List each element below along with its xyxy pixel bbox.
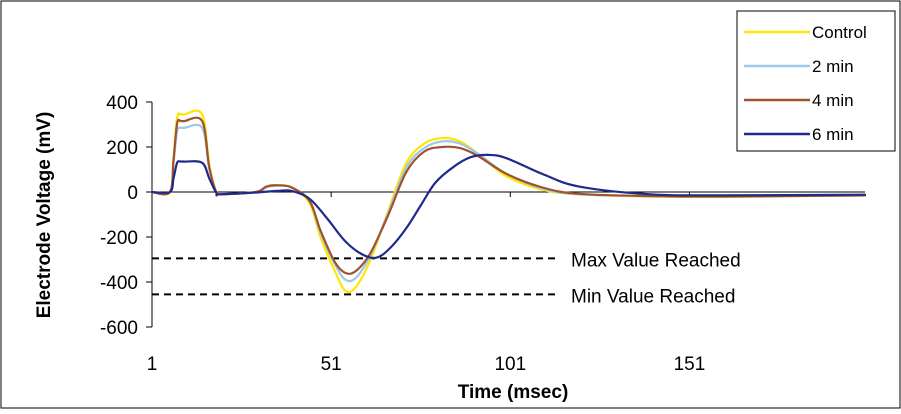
legend-label: 2 min [812,57,854,76]
x-axis-title: Time (msec) [458,382,569,403]
series-line-4 [150,153,867,260]
annotation-label: Max Value Reached [571,250,741,271]
legend-label: 6 min [812,125,854,144]
y-tick-label: 0 [127,183,138,204]
series-layer [150,109,867,294]
y-tick-label: -200 [100,228,138,249]
y-tick-label: -600 [100,318,138,339]
legend: Control 2 min 4 min 6 min [736,10,896,152]
series-line-1 [150,109,867,294]
x-tick-label: 1 [147,354,158,375]
annotation-label: Min Value Reached [571,286,735,307]
series-line-3 [150,116,867,275]
y-axis-title: Electrode Voltage (mV) [34,112,55,319]
x-tick-label: 51 [321,354,342,375]
x-tick-label: 151 [674,354,706,375]
legend-label: 4 min [812,91,854,110]
y-tick-label: -400 [100,273,138,294]
annotation-layer: Max Value Reached Min Value Reached [152,250,741,307]
x-tick-label: 101 [494,354,526,375]
legend-box [736,10,896,152]
y-tick-label: 200 [106,138,138,159]
y-tick-label: 400 [106,93,138,114]
legend-label: Control [812,23,867,42]
